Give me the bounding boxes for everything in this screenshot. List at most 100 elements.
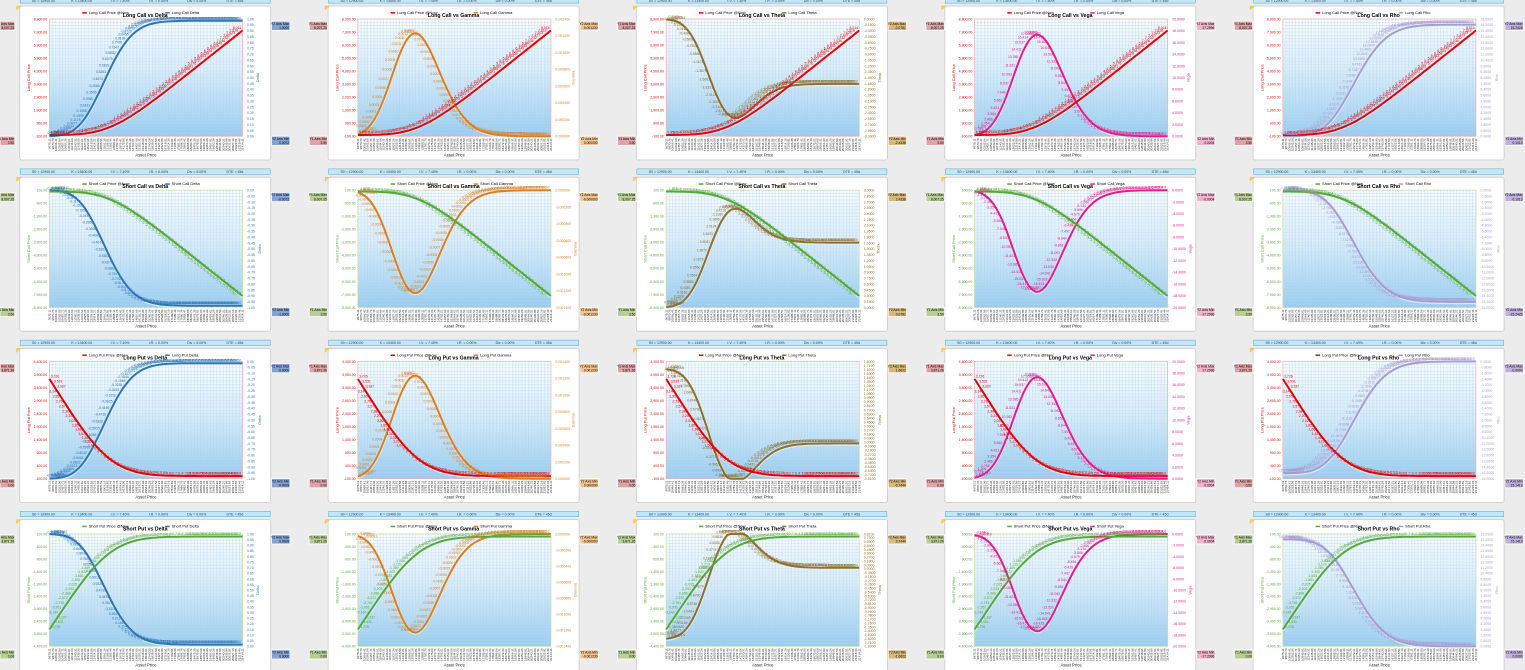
svg-text:529: 529: [1334, 124, 1340, 128]
svg-text:-5.662: -5.662: [993, 219, 1003, 223]
svg-text:Short Put Price: Short Put Price: [26, 576, 31, 604]
svg-text:K = 13400.00: K = 13400.00: [1305, 512, 1326, 516]
svg-text:-0.005: -0.005: [1150, 530, 1160, 534]
svg-text:-2,590: -2,590: [1067, 221, 1077, 225]
svg-text:4,691: 4,691: [1412, 69, 1421, 73]
svg-text:-0.0186: -0.0186: [159, 359, 171, 363]
svg-text:-1,882: -1,882: [1054, 212, 1064, 216]
svg-text:7,427: 7,427: [1457, 34, 1466, 38]
svg-text:Asset Price: Asset Price: [1369, 324, 1391, 329]
svg-text:-0.04: -0.04: [841, 532, 849, 536]
svg-text:3,530: 3,530: [467, 85, 476, 89]
svg-text:0.8461: 0.8461: [73, 547, 83, 551]
svg-text:-0.9306: -0.9306: [130, 295, 142, 299]
svg-text:3,149: 3,149: [461, 89, 470, 93]
svg-text:30: 30: [67, 130, 71, 134]
svg-text:DTE = 45d: DTE = 45d: [1460, 341, 1477, 345]
svg-text:10: 10: [478, 471, 482, 475]
svg-text:6,058: 6,058: [817, 52, 826, 56]
svg-text:0.0052: 0.0052: [1287, 132, 1297, 136]
svg-text:43: 43: [459, 471, 463, 475]
svg-text:Asset Price: Asset Price: [752, 495, 774, 500]
svg-text:43: 43: [70, 130, 74, 134]
svg-text:-15.2089: -15.2089: [1281, 468, 1294, 472]
svg-text:-3,530: -3,530: [158, 233, 168, 237]
svg-text:2,775: 2,775: [763, 94, 772, 98]
svg-text:0.8899: 0.8899: [722, 530, 732, 534]
svg-text:-0.0001: -0.0001: [471, 190, 483, 194]
svg-text:0.2808: 0.2808: [758, 552, 768, 556]
svg-text:I.V. = 7.40%: I.V. = 7.40%: [111, 170, 130, 174]
svg-text:Asset Price: Asset Price: [444, 324, 466, 329]
svg-text:6: 6: [1412, 471, 1414, 475]
svg-text:4,497: 4,497: [1100, 72, 1109, 76]
svg-text:1,882: 1,882: [1055, 106, 1064, 110]
svg-text:0.0009: 0.0009: [424, 399, 434, 403]
svg-text:-0.9850: -0.9850: [223, 301, 235, 305]
svg-text:-34: -34: [461, 533, 466, 537]
svg-text:0.0269: 0.0269: [700, 437, 710, 441]
svg-text:-15.0900: -15.0900: [1291, 468, 1304, 472]
svg-text:S0 = 12900.00: S0 = 12900.00: [32, 0, 55, 3]
svg-text:-17.300: -17.300: [1023, 287, 1035, 291]
svg-text:442: 442: [1022, 125, 1028, 129]
svg-text:-0.03: -0.03: [844, 532, 852, 536]
svg-text:3.50: 3.50: [629, 312, 636, 316]
svg-text:3,915: 3,915: [1399, 80, 1408, 84]
svg-text:-21: -21: [1296, 187, 1301, 191]
svg-text:0.0007: 0.0007: [379, 419, 389, 423]
svg-text:-1,554: -1,554: [739, 207, 749, 211]
svg-text:S0 = 12900.00: S0 = 12900.00: [340, 0, 363, 3]
svg-text:Theta: Theta: [877, 584, 882, 595]
svg-text:-1,683: -1,683: [74, 574, 84, 578]
svg-text:-3.806: -3.806: [1073, 208, 1083, 212]
svg-text:-442: -442: [1021, 193, 1028, 197]
svg-text:0.632: 0.632: [1100, 128, 1109, 132]
svg-text:-3.7545: -3.7545: [1360, 384, 1372, 388]
svg-text:Asset Price: Asset Price: [135, 495, 157, 500]
svg-text:-1.039: -1.039: [1092, 535, 1102, 539]
svg-text:-2,775: -2,775: [762, 223, 772, 227]
svg-text:4,497: 4,497: [1408, 72, 1417, 76]
svg-text:-0.0000: -0.0000: [359, 188, 371, 192]
svg-text:2,203: 2,203: [374, 414, 383, 418]
svg-text:K = 13400.00: K = 13400.00: [688, 341, 709, 345]
svg-text:-34: -34: [1078, 533, 1083, 537]
svg-text:0.9850: 0.9850: [199, 16, 209, 20]
svg-text:0.010: 0.010: [1145, 474, 1154, 478]
svg-text:Y2 Axis Min: Y2 Axis Min: [580, 651, 597, 655]
svg-text:6,449: 6,449: [1441, 46, 1450, 50]
svg-text:0.75: 0.75: [1429, 472, 1436, 476]
svg-text:-16.413: -16.413: [1033, 622, 1045, 626]
svg-text:-0.0151: -0.0151: [188, 359, 200, 363]
svg-text:3,726: 3,726: [51, 375, 60, 379]
svg-text:-0.0000: -0.0000: [477, 188, 489, 192]
svg-text:0.5326: 0.5326: [93, 582, 103, 586]
svg-text:-0.16: -0.16: [1136, 532, 1144, 536]
svg-text:K = 13400.00: K = 13400.00: [71, 0, 92, 3]
svg-text:2,203: 2,203: [66, 414, 75, 418]
svg-text:-0.0494: -0.0494: [785, 440, 797, 444]
svg-text:-61: -61: [72, 188, 77, 192]
svg-text:54: 54: [456, 470, 460, 474]
svg-text:0.0253: 0.0253: [825, 563, 835, 567]
svg-text:-1.6693: -1.6693: [795, 80, 807, 84]
svg-text:3,871.26: 3,871.26: [1, 369, 14, 373]
svg-text:K = 13400.00: K = 13400.00: [688, 0, 709, 3]
svg-text:Long Call Price @Now: Long Call Price @Now: [89, 10, 129, 15]
svg-text:15.2340: 15.2340: [1437, 20, 1449, 24]
svg-text:0.0150: 0.0150: [205, 640, 215, 644]
svg-text:-187: -187: [700, 189, 707, 193]
svg-text:-3,726: -3,726: [1284, 625, 1294, 629]
svg-text:-0.0123: -0.0123: [50, 187, 62, 191]
svg-text:0.002: 0.002: [1158, 474, 1167, 478]
svg-text:0.9150: 0.9150: [128, 25, 138, 29]
svg-text:-6,840: -6,840: [1446, 276, 1456, 280]
svg-text:7.9286: 7.9286: [1345, 74, 1355, 78]
svg-text:-11.092: -11.092: [1049, 251, 1060, 255]
svg-text:-0.121: -0.121: [1118, 186, 1128, 190]
svg-text:466: 466: [110, 460, 116, 464]
svg-text:0.121: 0.121: [1119, 131, 1128, 135]
svg-text:Long Put Price: Long Put Price: [643, 406, 648, 433]
svg-text:0.0196: 0.0196: [54, 130, 64, 134]
